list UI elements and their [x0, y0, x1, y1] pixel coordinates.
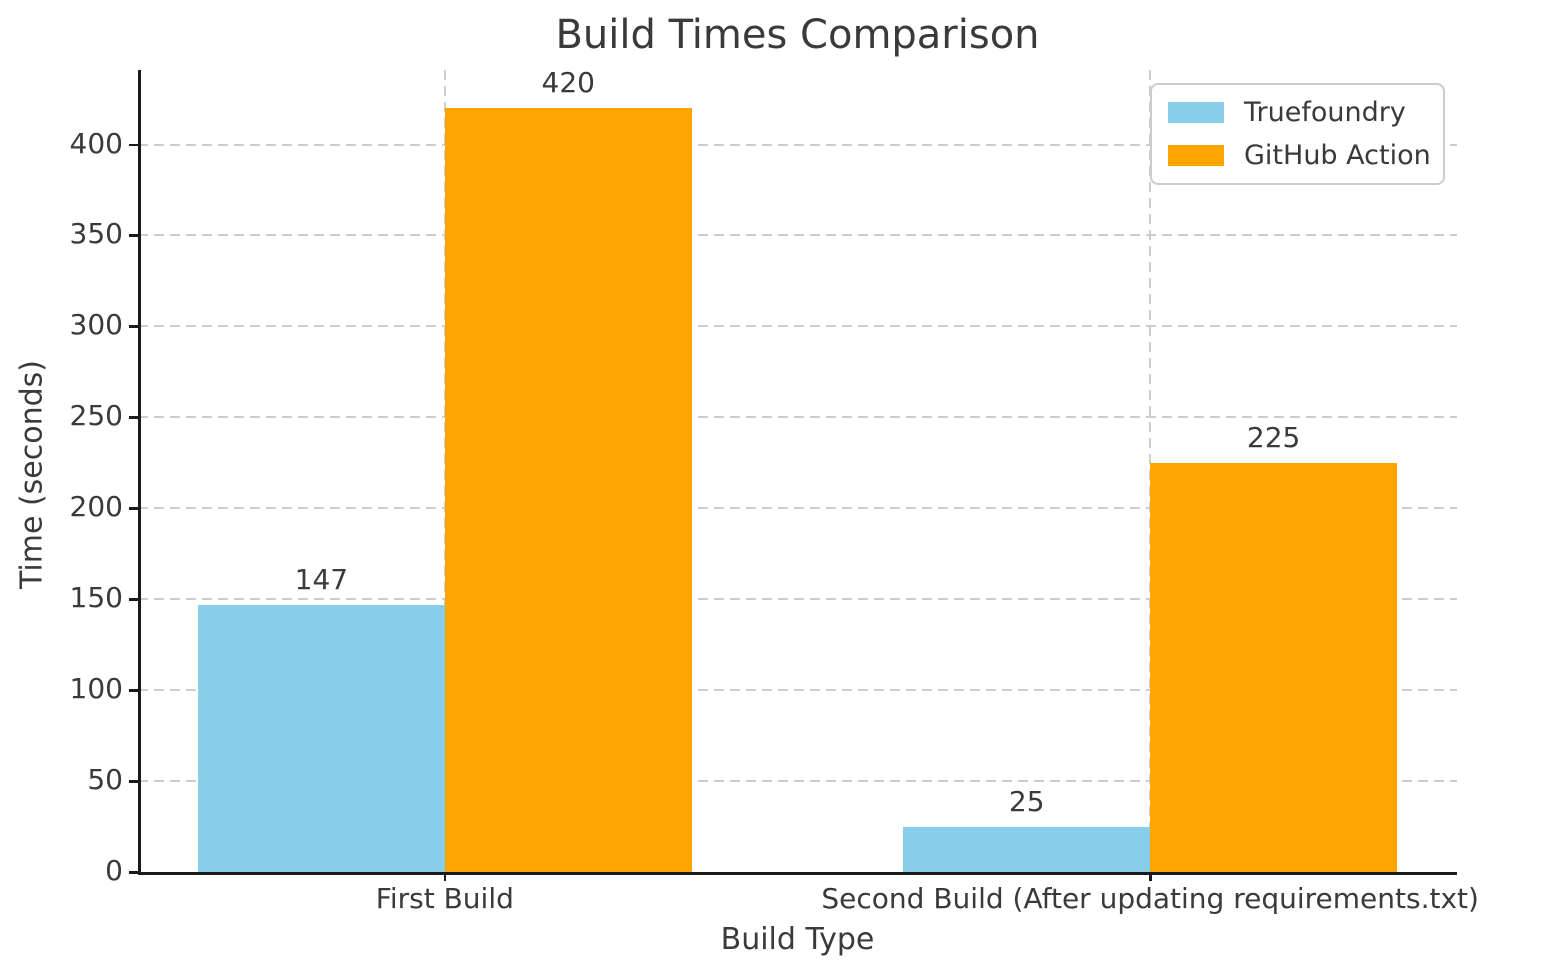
bar-truefoundry — [197, 604, 445, 872]
y-axis-spine — [138, 70, 141, 875]
x-tick-label: First Build — [375, 882, 514, 915]
x-tick-mark — [1149, 872, 1152, 881]
y-tick-label: 0 — [105, 854, 123, 887]
bar-value-label: 225 — [1246, 420, 1301, 454]
y-tick-label: 150 — [69, 581, 123, 615]
h-gridline — [138, 780, 1457, 783]
h-gridline — [138, 234, 1457, 237]
y-tick-label: 100 — [69, 672, 123, 706]
x-axis-spine — [138, 872, 1457, 875]
legend-swatch-icon — [1168, 145, 1224, 166]
y-tick-label: 400 — [69, 126, 123, 160]
y-tick-label: 300 — [69, 308, 123, 342]
y-tick-mark — [129, 325, 138, 328]
y-tick-mark — [129, 416, 138, 419]
y-tick-mark — [129, 689, 138, 692]
y-tick-mark — [129, 234, 138, 237]
y-tick-mark — [129, 507, 138, 510]
y-tick-label: 50 — [87, 763, 123, 797]
bar-value-label: 25 — [1008, 784, 1045, 818]
bar-truefoundry — [903, 826, 1151, 872]
bar-value-label: 147 — [294, 562, 349, 596]
y-tick-mark — [129, 780, 138, 783]
legend-swatch-icon — [1168, 102, 1224, 123]
legend-label: Truefoundry — [1244, 97, 1406, 128]
h-gridline — [138, 598, 1457, 601]
bar-github-action — [444, 108, 692, 872]
x-tick-label: Second Build (After updating requirement… — [821, 882, 1479, 915]
h-gridline — [138, 143, 1457, 146]
bar-github-action — [1150, 462, 1398, 872]
legend-label: GitHub Action — [1244, 140, 1431, 171]
legend-item: GitHub Action — [1168, 140, 1431, 171]
y-tick-mark — [129, 598, 138, 601]
legend: Truefoundry GitHub Action — [1150, 83, 1445, 185]
x-tick-mark — [443, 872, 447, 881]
y-tick-label: 250 — [69, 399, 123, 433]
bar-value-label: 420 — [541, 66, 595, 100]
h-gridline — [138, 416, 1457, 419]
y-tick-label: 200 — [69, 490, 123, 524]
x-axis-label: Build Type — [720, 922, 875, 957]
h-gridline — [138, 325, 1457, 328]
y-tick-label: 350 — [69, 217, 123, 251]
legend-item: Truefoundry — [1168, 97, 1427, 128]
y-tick-mark — [129, 143, 138, 147]
y-tick-mark — [129, 871, 138, 874]
h-gridline — [138, 507, 1457, 510]
h-gridline — [138, 689, 1457, 692]
chart-title: Build Times Comparison — [555, 12, 1040, 58]
